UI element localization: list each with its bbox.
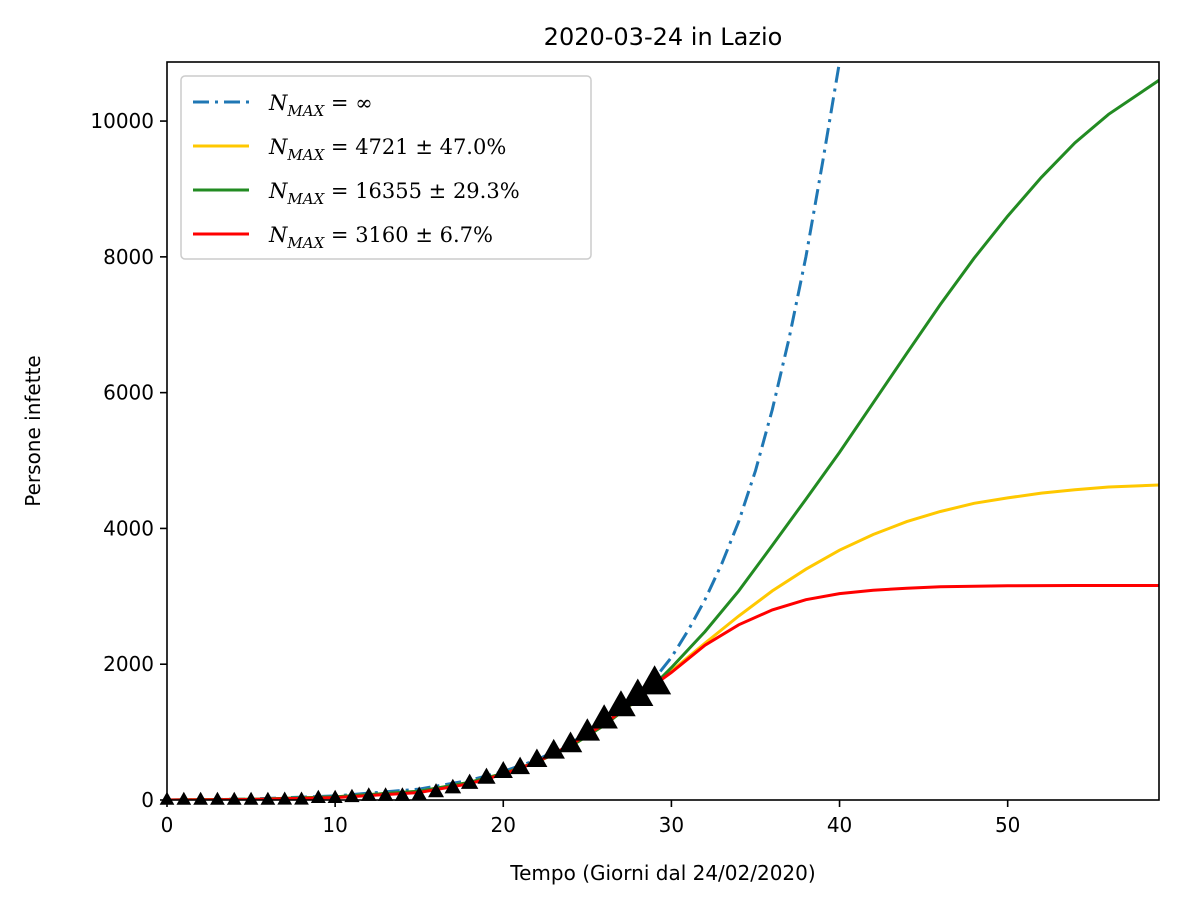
observed-point xyxy=(428,783,445,798)
observed-point xyxy=(176,791,192,805)
observed-point xyxy=(590,704,618,729)
chart-title: 2020-03-24 in Lazio xyxy=(544,23,783,51)
observed-point xyxy=(510,756,531,775)
series-line-3 xyxy=(167,584,1159,800)
observed-point xyxy=(394,787,411,801)
x-tick-label: 0 xyxy=(161,813,174,837)
observed-point xyxy=(606,690,636,717)
observed-point xyxy=(260,791,276,805)
y-axis-label: Persone infette xyxy=(21,355,45,506)
x-tick-label: 30 xyxy=(659,813,684,837)
observed-point xyxy=(460,773,479,789)
observed-point xyxy=(574,718,601,741)
observed-point xyxy=(294,791,309,805)
observed-point xyxy=(277,791,293,805)
observed-point xyxy=(361,787,377,801)
observed-point xyxy=(493,761,513,778)
legend-label: NMAX = 3160 ± 6.7% xyxy=(268,223,493,252)
observed-point xyxy=(542,738,565,759)
x-tick-label: 40 xyxy=(827,813,852,837)
observed-point xyxy=(411,786,427,801)
legend-label: NMAX = ∞ xyxy=(268,91,373,120)
y-tick-label: 6000 xyxy=(103,381,154,405)
observed-point xyxy=(193,791,209,805)
observed-point xyxy=(243,791,259,805)
observed-point xyxy=(344,788,360,803)
observed-point xyxy=(526,748,548,768)
observed-point xyxy=(638,665,672,695)
legend-label: NMAX = 16355 ± 29.3% xyxy=(268,179,520,208)
observed-point xyxy=(210,791,225,805)
y-tick-label: 0 xyxy=(141,788,154,812)
legend-box xyxy=(180,75,592,260)
observed-point xyxy=(226,791,242,805)
y-tick-label: 2000 xyxy=(103,652,154,676)
observed-point xyxy=(477,767,496,784)
x-tick-label: 10 xyxy=(322,813,347,837)
legend-label: NMAX = 4721 ± 47.0% xyxy=(268,135,506,164)
y-tick-label: 8000 xyxy=(103,245,154,269)
x-axis-label: Tempo (Giorni dal 24/02/2020) xyxy=(509,861,815,885)
observed-point xyxy=(558,731,583,753)
observed-point xyxy=(622,678,654,706)
y-tick-label: 10000 xyxy=(90,109,154,133)
series-line-0 xyxy=(167,62,841,800)
plot-frame xyxy=(166,61,1160,801)
y-tick-label: 4000 xyxy=(103,516,154,540)
x-tick-label: 50 xyxy=(995,813,1020,837)
observed-point xyxy=(444,778,462,794)
observed-point xyxy=(377,787,394,801)
x-tick-label: 20 xyxy=(491,813,516,837)
